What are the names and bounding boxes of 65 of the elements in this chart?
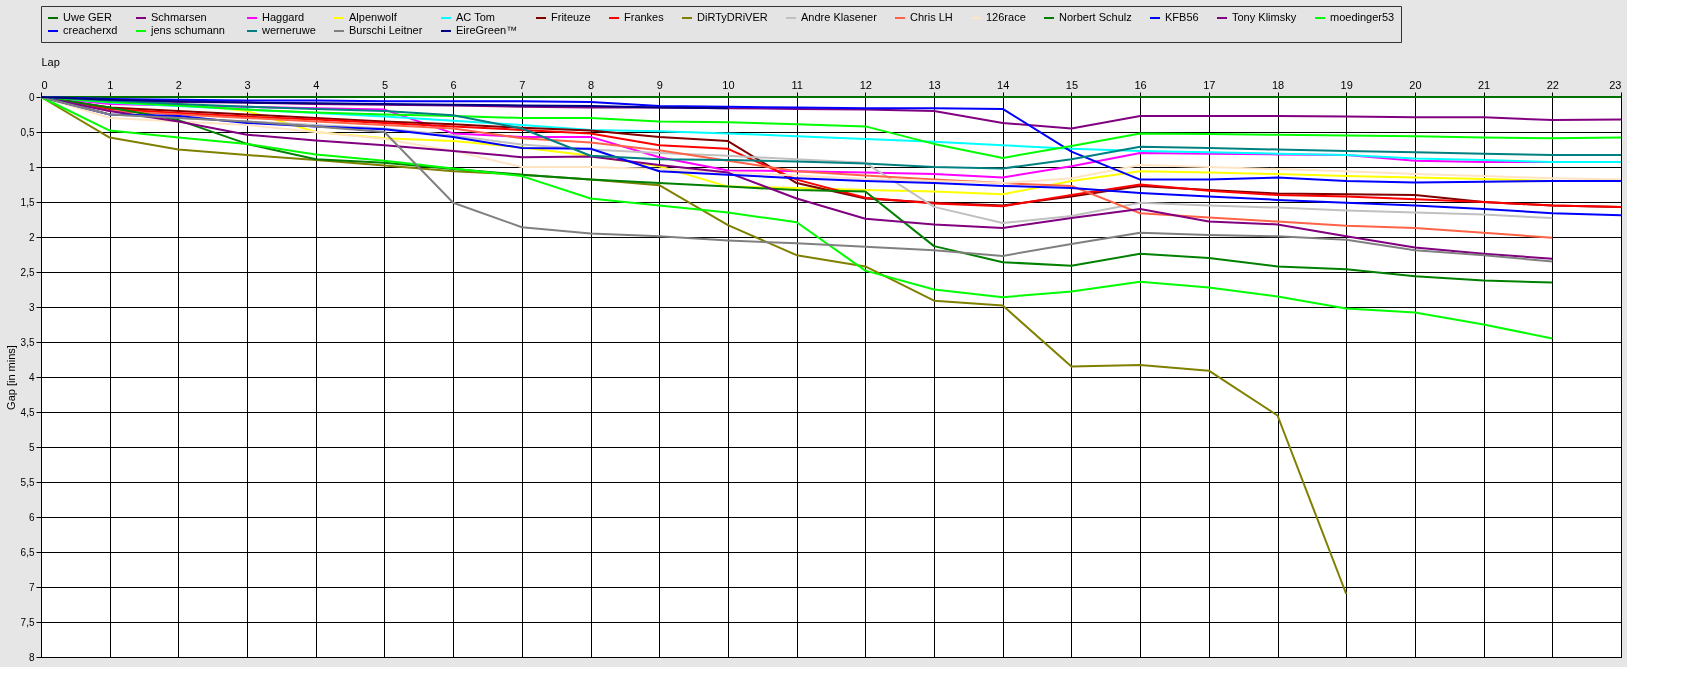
- x-tick-label: 20: [1409, 78, 1422, 91]
- y-tick-label: 5: [28, 441, 35, 453]
- x-tick-label: 0: [41, 78, 48, 91]
- x-tick-label: 18: [1271, 78, 1285, 91]
- x-tick-label: 5: [381, 78, 389, 91]
- x-tick-label: 11: [791, 78, 803, 91]
- legend-label: Alpenwolf: [349, 11, 398, 23]
- legend-label: Uwe GER: [63, 11, 112, 23]
- y-tick-label: 7,5: [20, 616, 35, 628]
- x-tick-label: 15: [1065, 78, 1079, 91]
- legend-label: AC Tom: [456, 11, 495, 23]
- legend-label: Schmarsen: [151, 11, 207, 23]
- x-tick-label: 16: [1134, 78, 1147, 91]
- legend-label: KFB56: [1165, 11, 1199, 23]
- y-tick-label: 2: [28, 231, 35, 243]
- y-tick-label: 0,5: [20, 126, 35, 138]
- x-tick-label: 22: [1546, 78, 1559, 91]
- x-tick-label: 4: [313, 78, 320, 91]
- legend-label: DiRTyDRiVER: [697, 11, 768, 23]
- y-tick-label: 4: [28, 371, 35, 383]
- x-tick-label: 14: [997, 78, 1010, 91]
- y-tick-label: 6: [28, 511, 35, 523]
- y-tick-label: 6,5: [20, 546, 35, 558]
- x-tick-label: 10: [722, 78, 735, 91]
- legend-label: Frankes: [624, 11, 665, 23]
- legend-label: Friteuze: [551, 11, 591, 23]
- legend-label: Chris LH: [910, 11, 953, 23]
- x-tick-label: 19: [1340, 78, 1353, 91]
- line-series: [40, 96, 729, 110]
- legend-label: Burschi Leitner: [349, 24, 423, 36]
- y-tick-label: 7: [28, 581, 35, 593]
- y-tick-label: 2,5: [20, 266, 35, 278]
- line-series: [40, 96, 1348, 595]
- y-tick-label: 4,5: [20, 406, 35, 418]
- x-tick-label: 23: [1609, 78, 1622, 91]
- y-tick-label: 0: [28, 91, 35, 103]
- legend-label: Haggard: [262, 11, 305, 23]
- y-tick-label: 1,5: [20, 196, 35, 208]
- x-tick-label: 7: [519, 78, 526, 91]
- y-tick-label: 3,5: [20, 336, 35, 348]
- x-tick-label: 6: [450, 78, 457, 91]
- x-tick-label: 9: [656, 78, 663, 91]
- legend-label: werneruwe: [261, 24, 316, 36]
- y-tick-label: 1: [28, 161, 35, 173]
- x-axis-title: Lap: [41, 55, 60, 68]
- x-tick-label: 12: [859, 78, 872, 91]
- x-tick-label: 17: [1203, 78, 1216, 91]
- legend-label: Tony Klimsky: [1232, 11, 1297, 23]
- legend-label: Norbert Schulz: [1059, 11, 1132, 23]
- legend-label: EireGreen™: [456, 24, 518, 36]
- y-tick-label: 3: [28, 301, 35, 313]
- x-tick-label: 21: [1477, 78, 1491, 91]
- legend-label: 126race: [986, 11, 1026, 23]
- x-tick-label: 2: [175, 78, 182, 91]
- x-tick-label: 8: [588, 78, 595, 91]
- x-tick-label: 13: [928, 78, 941, 91]
- y-tick-label: 8: [28, 651, 35, 663]
- legend-label: jens schumann: [150, 24, 225, 36]
- x-tick-label: 1: [107, 78, 114, 91]
- legend-label: Andre Klasener: [801, 11, 878, 23]
- y-tick-label: 5,5: [20, 476, 35, 488]
- legend-label: moedinger53: [1330, 11, 1395, 23]
- x-tick-label: 3: [244, 78, 251, 91]
- legend-label: creacherxd: [63, 24, 118, 36]
- y-axis-title: Gap [in mins]: [4, 345, 17, 410]
